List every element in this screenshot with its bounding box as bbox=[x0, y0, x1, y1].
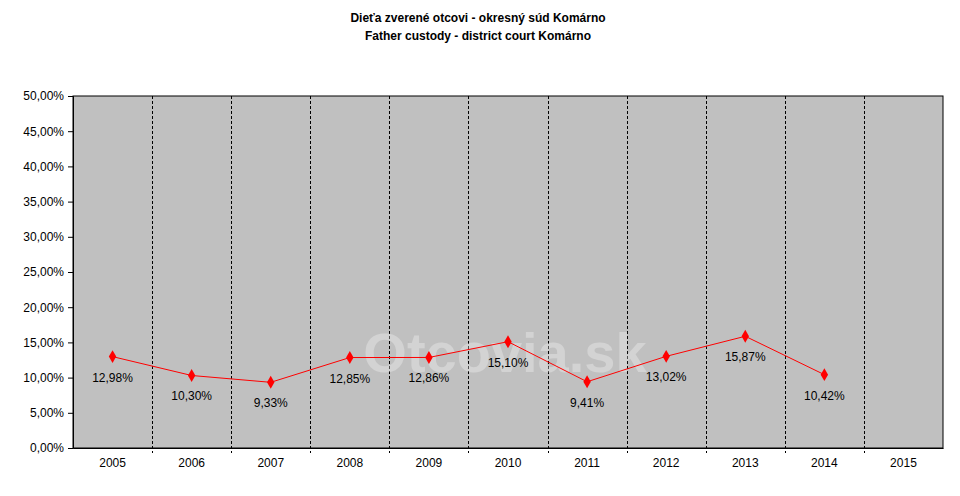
x-tick: 2014 bbox=[811, 448, 838, 470]
y-tick: 20,00% bbox=[23, 301, 73, 315]
x-tick: 2015 bbox=[890, 448, 917, 470]
y-tick: 25,00% bbox=[23, 265, 73, 279]
y-tick-label: 35,00% bbox=[23, 195, 64, 209]
x-tick-label: 2014 bbox=[811, 456, 838, 470]
category-separator bbox=[864, 96, 865, 453]
y-tick-mark bbox=[68, 378, 73, 379]
category-separator bbox=[548, 96, 549, 453]
watermark: Otcovia.sk bbox=[363, 321, 647, 384]
y-tick: 45,00% bbox=[23, 125, 73, 139]
data-label: 13,02% bbox=[646, 370, 687, 384]
category-separator bbox=[627, 96, 628, 453]
grid bbox=[153, 96, 865, 453]
chart: Dieťa zverené otcovi - okresný súd Komár… bbox=[0, 0, 960, 496]
y-tick-mark bbox=[68, 166, 73, 167]
category-separator bbox=[152, 96, 153, 453]
y-tick-mark bbox=[68, 202, 73, 203]
x-tick-label: 2011 bbox=[574, 456, 600, 470]
x-tick-label: 2015 bbox=[890, 456, 917, 470]
y-tick-label: 15,00% bbox=[23, 336, 64, 350]
x-tick: 2013 bbox=[732, 448, 759, 470]
data-label: 10,42% bbox=[804, 389, 845, 403]
marker bbox=[821, 368, 828, 381]
y-tick: 35,00% bbox=[23, 195, 73, 209]
x-tick-label: 2009 bbox=[416, 456, 443, 470]
x-tick-label: 2006 bbox=[178, 456, 205, 470]
marker bbox=[188, 369, 195, 382]
marker bbox=[662, 350, 669, 363]
data-label: 12,86% bbox=[409, 371, 450, 385]
y-axis-line bbox=[68, 97, 74, 449]
data-label: 10,30% bbox=[171, 389, 212, 403]
category-separator bbox=[389, 96, 390, 453]
subtitle: Father custody - district court Komárno bbox=[365, 29, 591, 43]
y-tick-mark bbox=[68, 307, 73, 308]
x-tick-label: 2012 bbox=[653, 456, 680, 470]
y-tick-label: 40,00% bbox=[23, 160, 64, 174]
category-separator bbox=[706, 96, 707, 453]
data-labels: 12,98% 10,30% 9,33% 12,85% 12,86% 15,10% 9,41%… bbox=[92, 350, 845, 410]
x-axis-line bbox=[74, 448, 944, 449]
y-tick: 10,00% bbox=[23, 371, 73, 385]
y-axis: 0,00% 5,00% 10,00% 15,00% 20,00% 25,00% 30,00%… bbox=[23, 89, 73, 455]
y-tick: 5,00% bbox=[30, 406, 73, 420]
x-tick-label: 2013 bbox=[732, 456, 759, 470]
title: Dieťa zverené otcovi - okresný súd Komár… bbox=[350, 11, 605, 25]
marker bbox=[742, 330, 749, 343]
y-tick-mark bbox=[68, 96, 73, 97]
data-label: 12,85% bbox=[329, 372, 370, 386]
data-label: 9,41% bbox=[570, 396, 604, 410]
y-tick: 0,00% bbox=[30, 441, 73, 455]
data-label: 15,10% bbox=[488, 356, 529, 370]
x-tick: 2008 bbox=[336, 448, 363, 470]
y-tick-mark bbox=[68, 131, 73, 132]
marker bbox=[425, 351, 432, 364]
x-tick: 2005 bbox=[99, 448, 126, 470]
x-tick-label: 2010 bbox=[495, 456, 522, 470]
marker bbox=[267, 376, 274, 389]
y-tick-label: 50,00% bbox=[23, 89, 64, 103]
y-tick: 30,00% bbox=[23, 230, 73, 244]
y-tick-mark bbox=[68, 237, 73, 238]
category-separator bbox=[310, 96, 311, 453]
x-tick: 2006 bbox=[178, 448, 205, 470]
marker bbox=[504, 335, 511, 348]
plot-area bbox=[73, 96, 943, 448]
y-tick-mark bbox=[68, 272, 73, 273]
x-tick: 2007 bbox=[257, 448, 284, 470]
y-tick-mark bbox=[68, 448, 73, 449]
y-tick-label: 0,00% bbox=[30, 441, 64, 455]
y-tick: 40,00% bbox=[23, 160, 73, 174]
y-tick-label: 20,00% bbox=[23, 301, 64, 315]
x-tick: 2010 bbox=[495, 448, 522, 470]
series bbox=[109, 330, 828, 389]
x-tick: 2012 bbox=[653, 448, 680, 470]
x-tick-label: 2007 bbox=[257, 456, 284, 470]
marker bbox=[346, 351, 353, 364]
y-tick-mark bbox=[68, 342, 73, 343]
y-tick-label: 25,00% bbox=[23, 265, 64, 279]
y-tick: 15,00% bbox=[23, 336, 73, 350]
marker bbox=[583, 375, 590, 388]
data-label: 12,98% bbox=[92, 371, 133, 385]
x-tick-label: 2005 bbox=[99, 456, 126, 470]
x-axis: 2005 2006 2007 2008 2009 2010 2011 2012 2013 2014… bbox=[74, 448, 944, 470]
category-separator bbox=[785, 96, 786, 453]
x-tick: 2011 bbox=[574, 448, 600, 470]
y-tick-label: 30,00% bbox=[23, 230, 64, 244]
x-tick-label: 2008 bbox=[336, 456, 363, 470]
category-separator bbox=[468, 96, 469, 453]
y-tick-label: 45,00% bbox=[23, 125, 64, 139]
y-tick-label: 10,00% bbox=[23, 371, 64, 385]
data-label: 15,87% bbox=[725, 350, 766, 364]
y-tick-label: 5,00% bbox=[30, 406, 64, 420]
y-tick: 50,00% bbox=[23, 89, 73, 103]
category-separator bbox=[231, 96, 232, 453]
y-tick-mark bbox=[68, 413, 73, 414]
marker bbox=[109, 350, 116, 363]
data-label: 9,33% bbox=[254, 396, 288, 410]
line bbox=[113, 336, 825, 382]
x-tick: 2009 bbox=[416, 448, 443, 470]
